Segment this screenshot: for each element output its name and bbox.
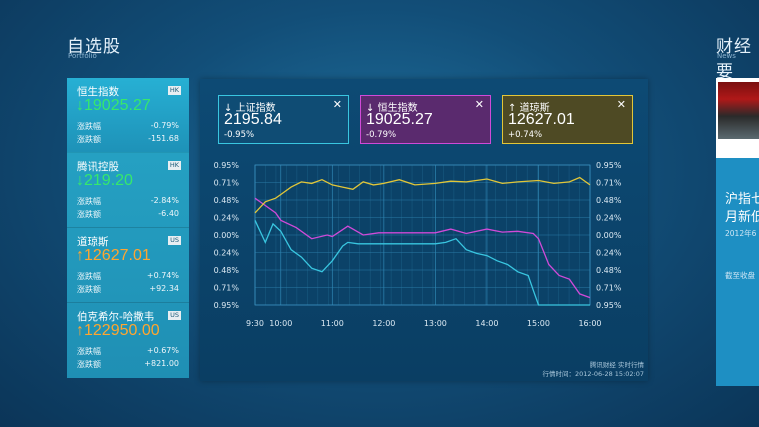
chg-label: 涨跌额: [77, 285, 101, 294]
intraday-chart: 0.95% 0.95% 0.71% 0.71% 0.48% 0.48% 0.24% 0.24%…: [214, 161, 622, 328]
series-line-2: [254, 176, 591, 214]
pct-value: -2.84%: [150, 196, 179, 205]
series-line-0: [254, 220, 590, 306]
news-image[interactable]: [718, 82, 759, 139]
x-tick: 11:00: [321, 319, 344, 328]
close-icon[interactable]: ✕: [616, 98, 626, 111]
stock-item-brk[interactable]: 伯克希尔-哈撒韦 US ↑122950.00 涨跌幅 +0.67% 涨跌额 +8…: [67, 303, 189, 377]
y-tick-left: 0.95%: [214, 301, 240, 310]
pct-label: 涨跌幅: [77, 347, 101, 356]
market-badge: HK: [167, 86, 181, 95]
pct-value: -0.79%: [150, 121, 179, 130]
x-tick: 12:00: [372, 319, 395, 328]
stock-price: ↑122950.00: [76, 322, 160, 339]
card-name: ↓ 恒生指数: [366, 103, 418, 114]
stock-name: 恒生指数: [77, 86, 119, 98]
pct-label: 涨跌幅: [77, 197, 101, 206]
card-value: 2195.84: [224, 111, 282, 128]
index-card-dowjones[interactable]: ↑ 道琼斯 ✕ 12627.01 +0.74%: [502, 95, 633, 144]
card-value: 12627.01: [508, 111, 575, 128]
quote-time: 行情时间：2012-06-28 15:02:07: [542, 370, 644, 378]
down-arrow-icon: ↓: [76, 97, 84, 114]
pct-value: +0.74%: [146, 271, 179, 280]
news-subtitle: News: [717, 52, 736, 60]
y-tick-right: 0.95%: [596, 161, 622, 170]
news-snippet: 截至收盘: [725, 271, 755, 280]
chg-value: +92.34: [149, 284, 179, 293]
stock-name: 腾讯控股: [77, 161, 119, 173]
chg-value: +821.00: [144, 359, 179, 368]
x-tick: 15:00: [527, 319, 550, 328]
stock-item-hsi[interactable]: 恒生指数 HK ↓19025.27 涨跌幅 -0.79% 涨跌额 -151.68: [67, 78, 189, 153]
stock-price: ↓219.20: [76, 172, 133, 189]
x-tick: 10:00: [269, 319, 292, 328]
up-arrow-icon: ↑: [508, 103, 517, 114]
portfolio-subtitle: Portfolio: [68, 52, 97, 60]
pct-value: +0.67%: [146, 346, 179, 355]
y-tick-left: 0.24%: [214, 249, 240, 258]
down-arrow-icon: ↓: [224, 103, 233, 114]
pct-label: 涨跌幅: [77, 272, 101, 281]
stock-item-tencent[interactable]: 腾讯控股 HK ↓219.20 涨跌幅 -2.84% 涨跌额 -6.40: [67, 153, 189, 228]
y-tick-left: 0.48%: [214, 266, 240, 275]
x-tick: 13:00: [424, 319, 447, 328]
market-badge: US: [168, 236, 181, 245]
down-arrow-icon: ↓: [366, 103, 375, 114]
stock-name: 道琼斯: [77, 236, 109, 248]
market-badge: US: [168, 311, 181, 320]
data-source: 腾讯财经 实时行情: [589, 361, 644, 369]
x-tick: 14:00: [475, 319, 498, 328]
card-name: ↓ 上证指数: [224, 103, 276, 114]
y-tick-right: 0.00%: [596, 231, 622, 240]
up-arrow-icon: ↑: [76, 247, 84, 264]
news-headline-line1[interactable]: 沪指七: [725, 192, 759, 207]
y-tick-right: 0.48%: [596, 266, 622, 275]
x-tick: 9:30: [246, 319, 264, 328]
stock-price: ↑12627.01: [76, 247, 151, 264]
pct-label: 涨跌幅: [77, 122, 101, 131]
card-pct: -0.79%: [366, 130, 397, 140]
portfolio-title: 自选股: [67, 37, 121, 57]
news-panel[interactable]: 沪指七 月新低 2012年6 截至收盘: [716, 78, 759, 386]
y-tick-right: 0.71%: [596, 179, 622, 188]
stock-item-dji[interactable]: 道琼斯 US ↑12627.01 涨跌幅 +0.74% 涨跌额 +92.34: [67, 228, 189, 303]
chg-label: 涨跌额: [77, 210, 101, 219]
y-tick-left: 0.00%: [214, 231, 240, 240]
chg-label: 涨跌额: [77, 360, 101, 369]
y-tick-left: 0.24%: [214, 214, 240, 223]
y-tick-right: 0.95%: [596, 301, 622, 310]
series-line-1: [254, 197, 591, 299]
stock-price: ↓19025.27: [76, 97, 151, 114]
y-tick-left: 0.95%: [214, 161, 240, 170]
card-pct: +0.74%: [508, 130, 543, 140]
chg-label: 涨跌额: [77, 135, 101, 144]
card-value: 19025.27: [366, 111, 433, 128]
y-tick-left: 0.71%: [214, 284, 240, 293]
y-tick-left: 0.48%: [214, 196, 240, 205]
y-tick-right: 0.48%: [596, 196, 622, 205]
index-card-shanghai[interactable]: ↓ 上证指数 ✕ 2195.84 -0.95%: [218, 95, 349, 144]
x-tick: 16:00: [578, 319, 601, 328]
y-tick-left: 0.71%: [214, 179, 240, 188]
stock-name: 伯克希尔-哈撒韦: [77, 311, 155, 323]
plot-border: [254, 164, 591, 306]
close-icon[interactable]: ✕: [474, 98, 484, 111]
card-pct: -0.95%: [224, 130, 255, 140]
news-title: 财经要: [716, 37, 752, 82]
chg-value: -151.68: [148, 134, 179, 143]
index-card-hangseng[interactable]: ↓ 恒生指数 ✕ 19025.27 -0.79%: [360, 95, 491, 144]
y-tick-right: 0.24%: [596, 249, 622, 258]
up-arrow-icon: ↑: [76, 322, 84, 339]
close-icon[interactable]: ✕: [332, 98, 342, 111]
portfolio-list: 恒生指数 HK ↓19025.27 涨跌幅 -0.79% 涨跌额 -151.68…: [67, 78, 189, 378]
card-name: ↑ 道琼斯: [508, 103, 550, 114]
news-date: 2012年6: [725, 229, 757, 238]
market-badge: HK: [167, 161, 181, 170]
down-arrow-icon: ↓: [76, 172, 84, 189]
chg-value: -6.40: [158, 209, 179, 218]
y-tick-right: 0.24%: [596, 214, 622, 223]
chart-panel: ↓ 上证指数 ✕ 2195.84 -0.95% ↓ 恒生指数 ✕ 19025.2…: [200, 79, 648, 381]
news-headline-line2[interactable]: 月新低: [725, 210, 759, 225]
y-tick-right: 0.71%: [596, 284, 622, 293]
